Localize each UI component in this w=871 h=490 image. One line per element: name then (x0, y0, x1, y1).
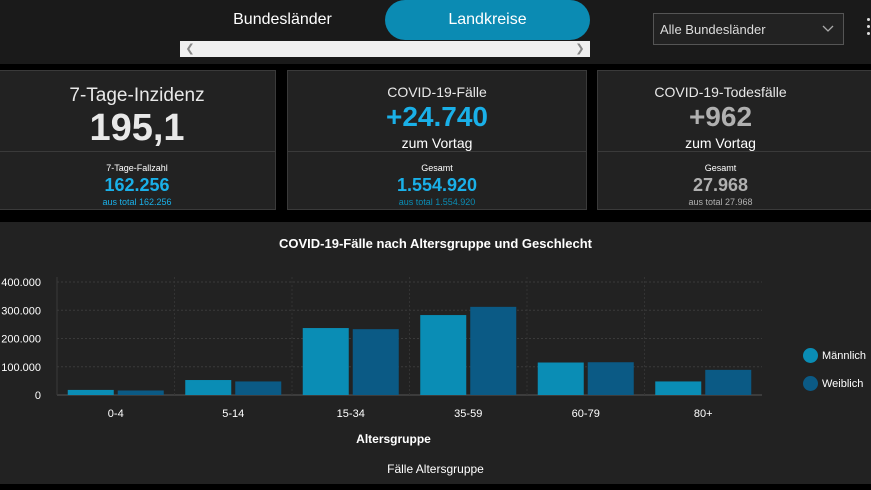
legend-male-swatch (803, 348, 818, 363)
x-tick-label: 15-34 (337, 408, 365, 420)
cases-sub-value: 1.554.920 (396, 175, 478, 195)
x-tick-label: 80+ (694, 408, 713, 420)
horizontal-scrollbar[interactable]: ❮ ❯ (180, 41, 590, 57)
cases-value: +24.740 (386, 101, 488, 132)
incidence-sub-label: 7-Tage-Fallzahl (106, 163, 168, 173)
cases-sub-label: Gesamt (421, 163, 453, 173)
bar-female-60-79 (587, 362, 634, 395)
incidence-card: 7-Tage-Inzidenz 195,1 7-Tage-Fallzahl 16… (0, 70, 276, 210)
top-bar: Bundesländer Landkreise ❮ ❯ Alle Bundesl… (0, 0, 871, 64)
tab-landkreise[interactable]: Landkreise (385, 0, 590, 40)
chart-footer-label: Fälle Altersgruppe (387, 462, 484, 476)
bar-male-80+ (655, 381, 702, 395)
chevron-down-icon (822, 25, 834, 32)
age-gender-chart-panel: COVID-19-Fälle nach Altersgruppe und Ges… (0, 222, 871, 484)
deaths-title: COVID-19-Todesfälle (654, 84, 787, 100)
cases-suffix: zum Vortag (401, 135, 473, 151)
x-tick-label: 0-4 (108, 408, 124, 420)
tab-bundeslaender[interactable]: Bundesländer (233, 11, 332, 28)
y-tick-label: 300.000 (1, 305, 41, 317)
chart-title: COVID-19-Fälle nach Altersgruppe und Ges… (278, 236, 593, 251)
incidence-value: 195,1 (89, 107, 185, 149)
scroll-right-icon[interactable]: ❯ (575, 43, 585, 55)
deaths-sub-label: Gesamt (704, 163, 737, 173)
bar-female-15-34 (352, 329, 399, 395)
bar-male-60-79 (537, 362, 584, 395)
cases-title: COVID-19-Fälle (387, 84, 487, 100)
bar-female-35-59 (470, 306, 517, 395)
cases-sub-total: aus total 1.554.920 (398, 197, 476, 207)
legend-female-label: Weiblich (822, 377, 864, 390)
bar-male-15-34 (302, 328, 349, 395)
y-tick-label: 100.000 (1, 362, 41, 374)
age-gender-bar-chart: 0 100.000 200.000 300.000 400.000 0-4 5-14 15-3… (1, 277, 762, 446)
incidence-title: 7-Tage-Inzidenz (69, 85, 205, 106)
legend-female-swatch (803, 376, 818, 391)
bar-female-80+ (705, 369, 752, 395)
deaths-sub-total: aus total 27.968 (688, 197, 753, 207)
legend-male-label: Männlich (822, 349, 867, 362)
state-filter-dropdown[interactable]: Alle Bundesländer (653, 13, 844, 45)
incidence-sub-total: aus total 162.256 (102, 197, 172, 207)
x-tick-label: 5-14 (222, 408, 244, 420)
legend-female[interactable]: Weiblich (803, 376, 863, 391)
bar-male-0-4 (67, 389, 114, 395)
scroll-left-icon[interactable]: ❮ (185, 43, 195, 55)
cases-card: COVID-19-Fälle +24.740 zum Vortag Gesamt… (287, 70, 587, 210)
deaths-suffix: zum Vortag (685, 135, 756, 151)
bar-male-35-59 (420, 315, 467, 395)
state-filter-value: Alle Bundesländer (660, 21, 766, 37)
y-tick-label: 200.000 (1, 334, 41, 346)
legend-male[interactable]: Männlich (803, 348, 866, 363)
bar-female-0-4 (117, 390, 164, 395)
y-tick-label: 400.000 (1, 277, 41, 289)
deaths-value: +962 (688, 101, 753, 132)
x-tick-label: 35-59 (454, 408, 482, 420)
deaths-sub-value: 27.968 (692, 175, 749, 195)
bar-male-5-14 (185, 380, 232, 395)
more-options-icon[interactable] (866, 18, 871, 40)
deaths-card: COVID-19-Todesfälle +962 zum Vortag Gesa… (597, 70, 871, 210)
x-tick-label: 60-79 (572, 408, 600, 420)
incidence-sub-value: 162.256 (104, 175, 170, 195)
y-tick-label: 0 (35, 390, 41, 402)
bar-female-5-14 (235, 381, 282, 395)
x-axis-label: Altersgruppe (356, 432, 431, 446)
